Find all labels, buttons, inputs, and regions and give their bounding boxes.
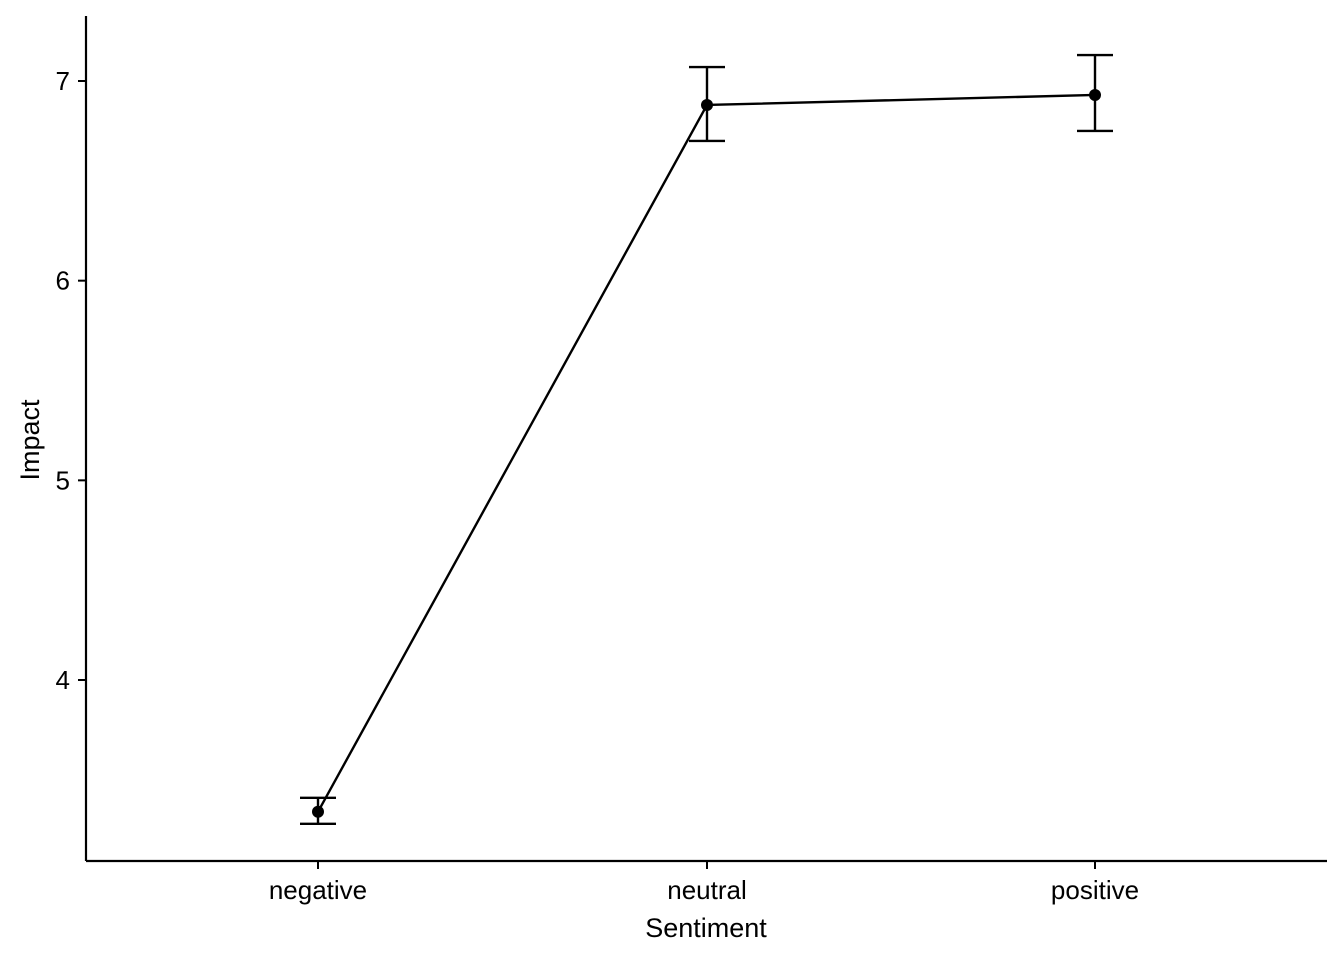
x-axis-title: Sentiment [645,913,767,943]
y-tick-label: 5 [56,465,70,495]
data-point [1089,88,1101,101]
axes [84,16,1327,863]
ticks: 4 5 6 7 negative neutral positive [56,66,1140,905]
data-point [312,805,324,818]
y-axis-title: Impact [15,399,45,481]
y-tick-label: 4 [56,665,70,695]
x-tick-label: neutral [667,875,747,905]
y-tick-label: 7 [56,66,70,96]
x-tick-label: negative [269,875,367,905]
data-point [701,98,713,111]
x-tick-label: positive [1051,875,1139,905]
y-tick-label: 6 [56,266,70,296]
plot-layer [300,53,1113,825]
series-line [316,93,1096,813]
